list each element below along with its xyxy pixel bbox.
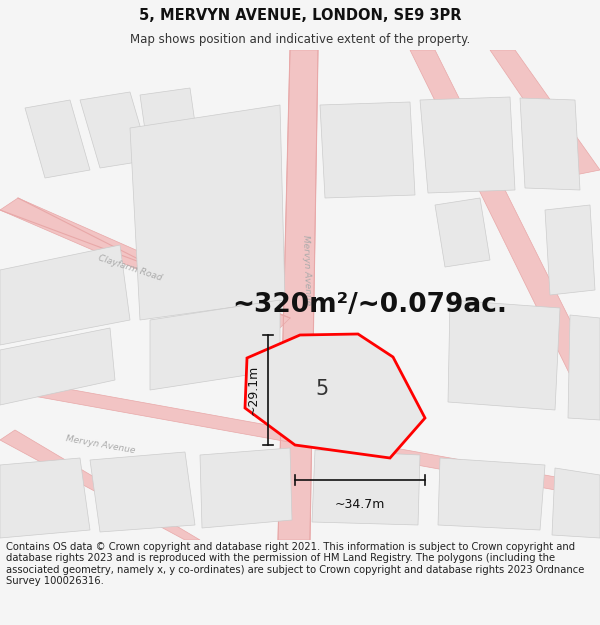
Polygon shape (140, 88, 200, 165)
Polygon shape (200, 448, 292, 528)
Polygon shape (552, 468, 600, 538)
Polygon shape (130, 105, 285, 320)
Text: ~34.7m: ~34.7m (335, 498, 385, 511)
Text: Contains OS data © Crown copyright and database right 2021. This information is : Contains OS data © Crown copyright and d… (6, 542, 584, 586)
Polygon shape (420, 97, 515, 193)
Polygon shape (25, 100, 90, 178)
Polygon shape (0, 458, 90, 538)
Polygon shape (0, 245, 130, 345)
Polygon shape (90, 452, 195, 532)
Polygon shape (0, 430, 200, 540)
Polygon shape (278, 50, 318, 540)
Polygon shape (435, 198, 490, 267)
Text: Mervyn Avenue: Mervyn Avenue (65, 434, 136, 456)
Polygon shape (245, 334, 425, 458)
Polygon shape (0, 198, 290, 330)
Polygon shape (0, 328, 115, 405)
Text: 5, MERVYN AVENUE, LONDON, SE9 3PR: 5, MERVYN AVENUE, LONDON, SE9 3PR (139, 8, 461, 22)
Polygon shape (312, 450, 420, 525)
Polygon shape (490, 50, 600, 175)
Polygon shape (545, 205, 595, 295)
Polygon shape (568, 315, 600, 420)
Text: Map shows position and indicative extent of the property.: Map shows position and indicative extent… (130, 32, 470, 46)
Polygon shape (410, 50, 600, 385)
Text: Clayfarm Road: Clayfarm Road (97, 253, 163, 282)
Text: ~320m²/~0.079ac.: ~320m²/~0.079ac. (233, 292, 508, 318)
Text: 5: 5 (315, 379, 328, 399)
Polygon shape (320, 102, 415, 198)
Polygon shape (448, 300, 560, 410)
Text: ~29.1m: ~29.1m (247, 365, 260, 415)
Text: Mervyn Avenue: Mervyn Avenue (301, 234, 313, 306)
Polygon shape (150, 300, 280, 390)
Polygon shape (520, 98, 580, 190)
Polygon shape (0, 380, 600, 498)
Polygon shape (80, 92, 150, 168)
Polygon shape (438, 458, 545, 530)
